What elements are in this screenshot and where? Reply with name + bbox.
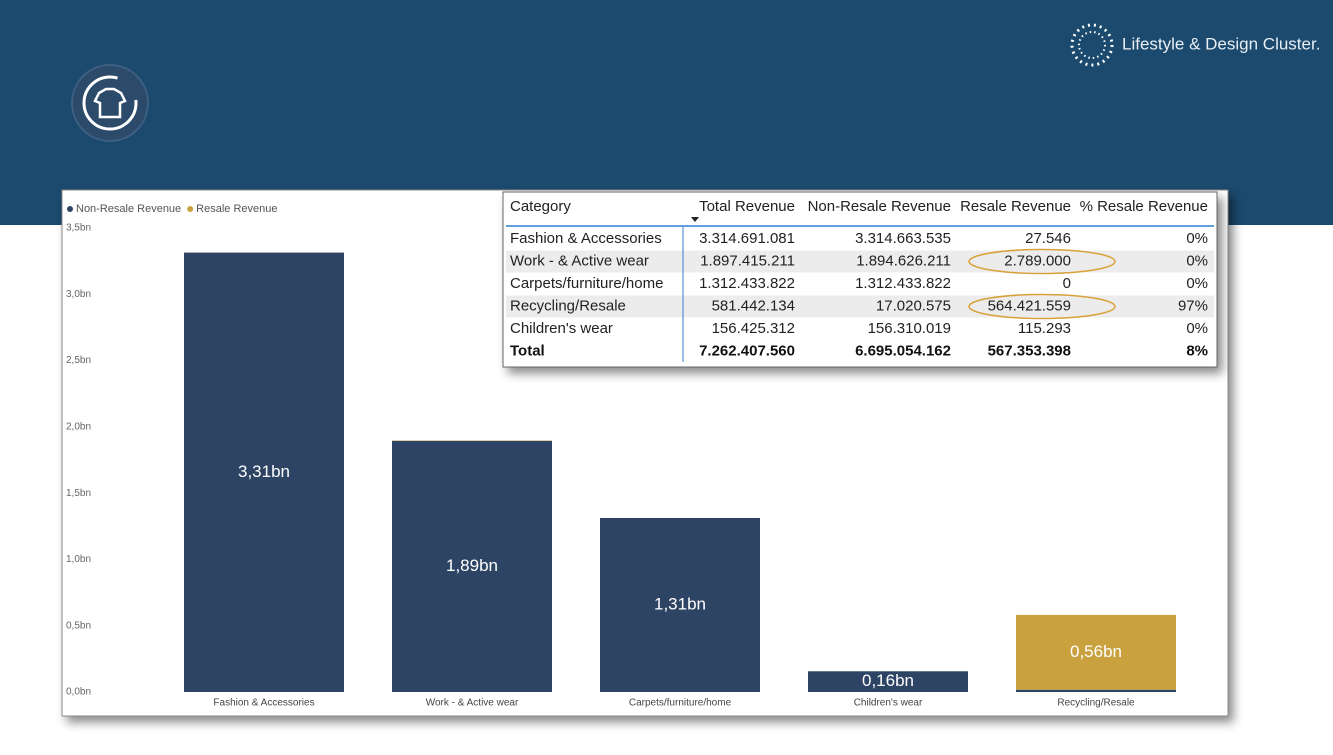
data-label: 1,89bn: [446, 556, 498, 575]
cell: Recycling/Resale: [510, 297, 626, 314]
column-header: Non-Resale Revenue: [808, 198, 951, 215]
column-header: Category: [510, 198, 571, 215]
y-tick-label: 2,5bn: [66, 355, 91, 366]
total-cell: 8%: [1186, 342, 1208, 359]
cell: 1.312.433.822: [699, 275, 795, 292]
cell: 3.314.691.081: [699, 230, 795, 247]
x-tick-label: Recycling/Resale: [1057, 698, 1135, 709]
total-cell: 7.262.407.560: [699, 342, 795, 359]
cell: 581.442.134: [712, 297, 795, 314]
cell: 1.312.433.822: [855, 275, 951, 292]
column-header: Total Revenue: [699, 198, 795, 215]
x-tick-label: Carpets/furniture/home: [629, 698, 732, 709]
y-tick-label: 0,0bn: [66, 687, 91, 698]
cell: Work - & Active wear: [510, 252, 649, 269]
cell: 156.310.019: [868, 320, 951, 337]
cell: 3.314.663.535: [855, 230, 951, 247]
y-tick-label: 0,5bn: [66, 620, 91, 631]
cell: 97%: [1178, 297, 1208, 314]
data-label: 1,31bn: [654, 594, 706, 613]
logo-text: Lifestyle & Design Cluster.: [1122, 34, 1320, 53]
cell: 1.894.626.211: [856, 252, 951, 269]
cell: 1.897.415.211: [700, 252, 795, 269]
cell: 0%: [1186, 275, 1208, 292]
y-tick-label: 3,5bn: [66, 223, 91, 234]
total-cell: 567.353.398: [988, 342, 1071, 359]
icon: [72, 65, 148, 141]
x-tick-label: Work - & Active wear: [426, 698, 519, 709]
total-cell: Total: [510, 342, 545, 359]
cell: 115.293: [1018, 320, 1071, 337]
cell: Carpets/furniture/home: [510, 275, 663, 292]
y-tick-label: 3,0bn: [66, 289, 91, 300]
cell: 0%: [1186, 320, 1208, 337]
cell: 0%: [1186, 252, 1208, 269]
legend-label: Resale Revenue: [196, 203, 277, 215]
cell: 2.789.000: [1004, 252, 1071, 269]
data-label: 0,16bn: [862, 671, 914, 690]
cell: Children's wear: [510, 320, 613, 337]
x-tick-label: Fashion & Accessories: [213, 698, 314, 709]
cell: 564.421.559: [988, 297, 1071, 314]
total-cell: 6.695.054.162: [855, 342, 951, 359]
y-tick-label: 1,5bn: [66, 488, 91, 499]
cell: 0: [1063, 275, 1071, 292]
column-header: Resale Revenue: [960, 198, 1071, 215]
cell: 156.425.312: [712, 320, 795, 337]
legend-dot: [67, 206, 73, 212]
y-tick-label: 1,0bn: [66, 554, 91, 565]
data-label: 3,31bn: [238, 462, 290, 481]
y-tick-label: 2,0bn: [66, 421, 91, 432]
data-label: 0,56bn: [1070, 642, 1122, 661]
cell: 27.546: [1025, 230, 1071, 247]
cell: Fashion & Accessories: [510, 230, 662, 247]
cell: 17.020.575: [876, 297, 951, 314]
legend-label: Non-Resale Revenue: [76, 203, 181, 215]
x-tick-label: Children's wear: [854, 698, 923, 709]
cell: 0%: [1186, 230, 1208, 247]
legend-dot: [187, 206, 193, 212]
bar-segment: [1016, 690, 1176, 692]
column-header: % Resale Revenue: [1080, 198, 1208, 215]
